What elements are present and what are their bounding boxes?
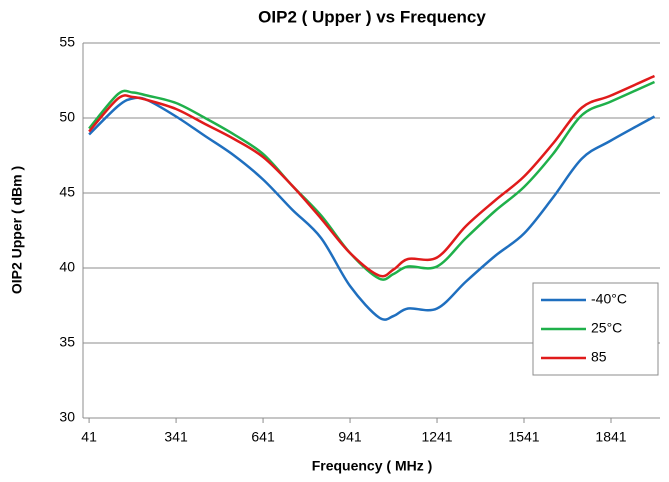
y-tick-label: 55: [59, 34, 75, 50]
x-tick-label: 641: [251, 429, 275, 445]
series-line: [88, 74, 656, 278]
y-tick-label: 40: [59, 259, 75, 275]
legend: -40°C 25°C 85: [532, 282, 659, 376]
x-axis-label: Frequency ( MHz ): [312, 458, 433, 474]
x-tick-label: 1541: [508, 429, 539, 445]
y-tick-label: 45: [59, 184, 75, 200]
x-tick-label: 941: [338, 429, 362, 445]
legend-label: 85: [591, 349, 607, 365]
y-tick-label: 30: [59, 409, 75, 425]
legend-label: -40°C: [591, 291, 627, 307]
x-tick-label: 341: [164, 429, 188, 445]
y-tick-label: 35: [59, 334, 75, 350]
x-tick-label: 1841: [595, 429, 626, 445]
chart-title: OIP2 ( Upper ) vs Frequency: [258, 7, 486, 26]
legend-label: 25°C: [591, 320, 622, 336]
x-tick-label: 1241: [421, 429, 452, 445]
x-tick-label: 41: [81, 429, 97, 445]
series-line: [88, 96, 656, 321]
y-axis-label: OIP2 Upper ( dBm ): [9, 166, 25, 294]
y-tick-label: 50: [59, 109, 75, 125]
series-line: [88, 80, 656, 281]
